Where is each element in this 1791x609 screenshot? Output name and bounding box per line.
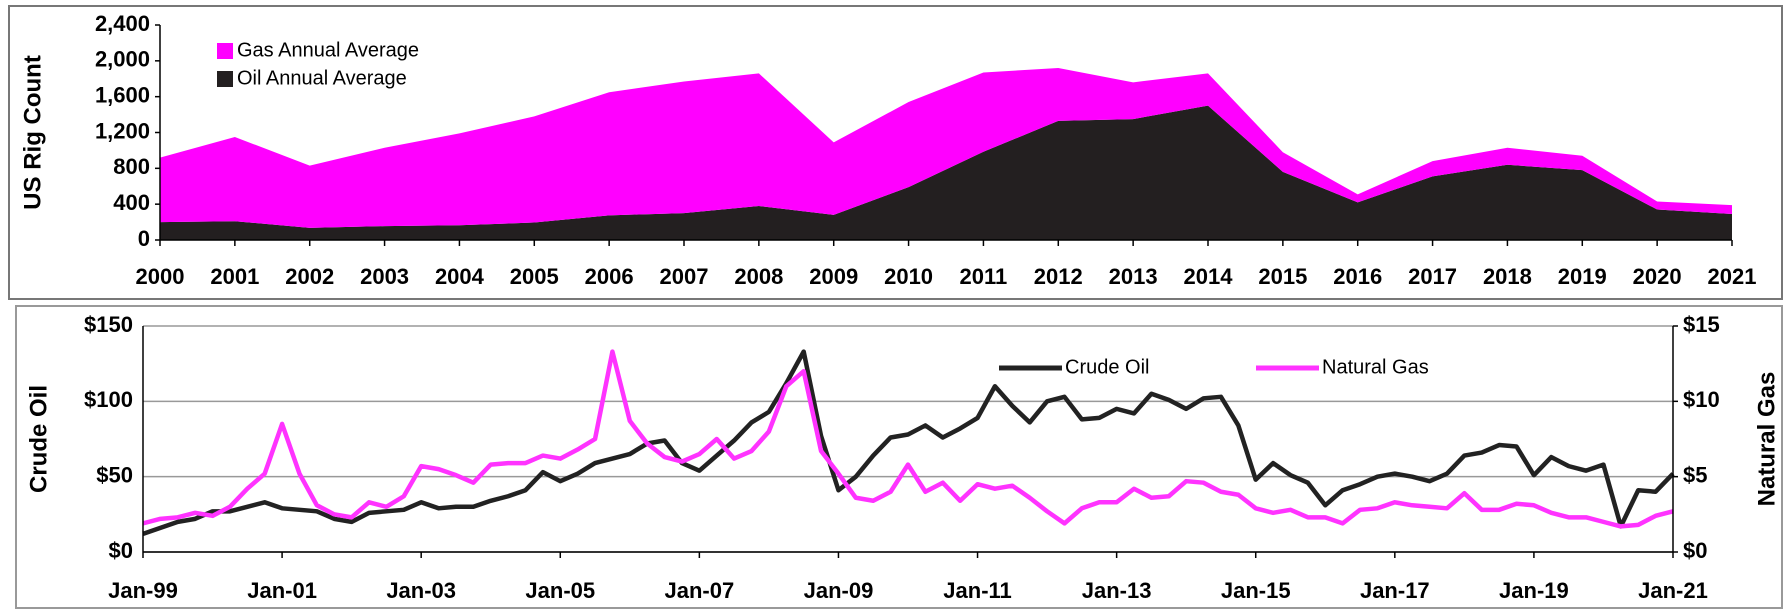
- x-tick-label: 2010: [884, 264, 933, 289]
- y-tick-label: 400: [113, 190, 150, 215]
- x-tick-label: 2009: [809, 264, 858, 289]
- y2-tick-label: $0: [1683, 538, 1707, 563]
- x-tick-label: Jan-13: [1082, 578, 1152, 603]
- top-panel-frame: [8, 5, 1783, 300]
- x-tick-label: 2003: [360, 264, 409, 289]
- x-tick-label: Jan-21: [1638, 578, 1708, 603]
- y-tick-label: 1,200: [95, 118, 150, 143]
- x-tick-label: Jan-01: [247, 578, 317, 603]
- x-tick-label: Jan-09: [804, 578, 874, 603]
- y-tick-label: 800: [113, 154, 150, 179]
- x-tick-label: 2021: [1708, 264, 1757, 289]
- x-tick-label: 2020: [1633, 264, 1682, 289]
- x-tick-label: 2006: [585, 264, 634, 289]
- x-tick-label: 2000: [136, 264, 185, 289]
- x-tick-label: 2014: [1184, 264, 1234, 289]
- x-tick-label: 2012: [1034, 264, 1083, 289]
- y2-tick-label: $15: [1683, 312, 1720, 337]
- x-tick-label: 2015: [1258, 264, 1307, 289]
- x-tick-label: Jan-99: [108, 578, 178, 603]
- legend-label: Crude Oil: [1065, 356, 1149, 378]
- x-tick-label: 2016: [1333, 264, 1382, 289]
- x-tick-label: 2017: [1408, 264, 1457, 289]
- y-tick-label: 0: [138, 226, 150, 251]
- legend-label: Natural Gas: [1322, 356, 1429, 378]
- x-tick-label: 2002: [285, 264, 334, 289]
- y2-tick-label: $10: [1683, 387, 1720, 412]
- x-tick-label: 2007: [660, 264, 709, 289]
- x-tick-label: Jan-07: [665, 578, 735, 603]
- x-tick-label: Jan-11: [943, 578, 1012, 603]
- area: [160, 105, 1732, 240]
- x-tick-label: Jan-03: [386, 578, 456, 603]
- y-tick-label: $0: [109, 538, 133, 563]
- y-axis-title: Crude Oil: [25, 385, 52, 493]
- y-tick-label: $50: [96, 462, 133, 487]
- x-tick-label: 2008: [734, 264, 783, 289]
- x-tick-label: 2018: [1483, 264, 1532, 289]
- x-tick-label: 2005: [510, 264, 559, 289]
- legend-label: Gas Annual Average: [237, 39, 419, 61]
- y-tick-label: $100: [84, 387, 133, 412]
- bottom-panel-frame: [15, 305, 1783, 609]
- x-tick-label: 2011: [960, 264, 1008, 289]
- area: [160, 68, 1732, 228]
- legend-swatch: [217, 43, 233, 59]
- x-tick-label: Jan-17: [1360, 578, 1430, 603]
- y2-axis-title: Natural Gas: [1753, 372, 1780, 507]
- y-tick-label: 1,600: [95, 82, 150, 107]
- line: [142, 349, 1675, 537]
- y-tick-label: 2,400: [95, 11, 150, 36]
- y-tick-label: 2,000: [95, 47, 150, 72]
- x-tick-label: Jan-19: [1499, 578, 1569, 603]
- y-axis-title: US Rig Count: [19, 55, 46, 210]
- x-tick-label: 2019: [1558, 264, 1607, 289]
- x-tick-label: 2001: [210, 264, 259, 289]
- line: [142, 349, 1674, 529]
- y2-tick-label: $5: [1683, 462, 1707, 487]
- legend-swatch: [217, 71, 233, 87]
- x-tick-label: Jan-05: [525, 578, 595, 603]
- x-tick-label: 2004: [435, 264, 485, 289]
- x-tick-label: 2013: [1109, 264, 1158, 289]
- y-tick-label: $150: [84, 312, 133, 337]
- legend-label: Oil Annual Average: [237, 67, 407, 89]
- x-tick-label: Jan-15: [1221, 578, 1291, 603]
